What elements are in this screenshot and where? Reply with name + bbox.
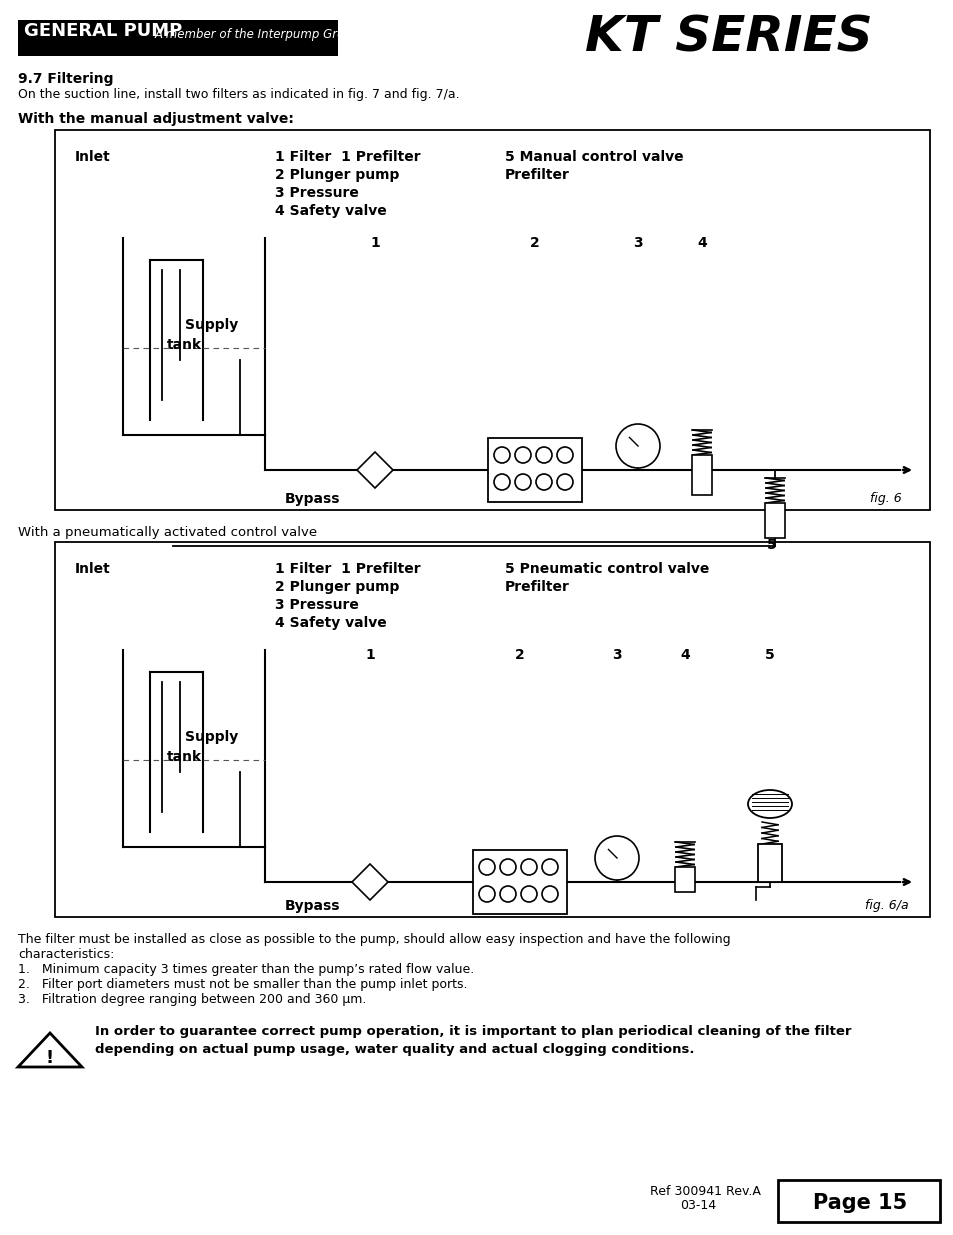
- Text: Bypass: Bypass: [285, 899, 340, 913]
- Text: GENERAL PUMP: GENERAL PUMP: [24, 22, 182, 40]
- Polygon shape: [356, 452, 393, 488]
- Text: 1 Filter  1 Prefilter: 1 Filter 1 Prefilter: [274, 149, 420, 164]
- Text: !: !: [46, 1049, 54, 1067]
- Circle shape: [536, 474, 552, 490]
- Text: The filter must be installed as close as possible to the pump, should allow easy: The filter must be installed as close as…: [18, 932, 730, 946]
- Text: Inlet: Inlet: [75, 149, 111, 164]
- Text: Supply: Supply: [185, 317, 238, 332]
- Text: 1: 1: [365, 648, 375, 662]
- Circle shape: [494, 447, 510, 463]
- Text: Inlet: Inlet: [75, 562, 111, 576]
- Polygon shape: [18, 1032, 82, 1067]
- Text: 5: 5: [764, 648, 774, 662]
- Text: fig. 6: fig. 6: [869, 492, 901, 505]
- Text: 3: 3: [633, 236, 642, 249]
- Text: 4: 4: [679, 648, 689, 662]
- Circle shape: [557, 447, 573, 463]
- Text: Page 15: Page 15: [812, 1193, 906, 1213]
- Text: 1: 1: [370, 236, 379, 249]
- Circle shape: [494, 474, 510, 490]
- Text: 3 Pressure: 3 Pressure: [274, 186, 358, 200]
- Bar: [55, 542, 929, 918]
- Text: 2.   Filter port diameters must not be smaller than the pump inlet ports.: 2. Filter port diameters must not be sma…: [18, 978, 467, 990]
- Text: Prefilter: Prefilter: [504, 580, 569, 594]
- Text: characteristics:: characteristics:: [18, 948, 114, 961]
- Circle shape: [478, 860, 495, 876]
- Text: 03-14: 03-14: [679, 1199, 716, 1212]
- Text: 2: 2: [515, 648, 524, 662]
- Text: Bypass: Bypass: [285, 492, 340, 506]
- Bar: [488, 438, 581, 501]
- Bar: [55, 130, 929, 510]
- Bar: [691, 454, 711, 495]
- Bar: [675, 867, 695, 892]
- Bar: [18, 20, 337, 56]
- Text: With the manual adjustment valve:: With the manual adjustment valve:: [18, 112, 294, 126]
- Circle shape: [595, 836, 639, 881]
- Text: 3 Pressure: 3 Pressure: [274, 598, 358, 613]
- Bar: [758, 844, 781, 882]
- Text: tank: tank: [167, 750, 202, 764]
- Circle shape: [541, 885, 558, 902]
- Circle shape: [557, 474, 573, 490]
- Text: 4: 4: [697, 236, 706, 249]
- Text: tank: tank: [167, 338, 202, 352]
- Text: 9.7 Filtering: 9.7 Filtering: [18, 72, 113, 86]
- Circle shape: [515, 447, 531, 463]
- Text: A member of the Interpump Group: A member of the Interpump Group: [154, 28, 360, 41]
- Circle shape: [515, 474, 531, 490]
- Circle shape: [536, 447, 552, 463]
- Text: Ref 300941 Rev.A: Ref 300941 Rev.A: [649, 1186, 760, 1198]
- Text: 1 Filter  1 Prefilter: 1 Filter 1 Prefilter: [274, 562, 420, 576]
- Text: depending on actual pump usage, water quality and actual clogging conditions.: depending on actual pump usage, water qu…: [95, 1044, 694, 1056]
- Text: KT SERIES: KT SERIES: [584, 14, 872, 62]
- Circle shape: [616, 424, 659, 468]
- Text: 1.   Minimum capacity 3 times greater than the pump’s rated flow value.: 1. Minimum capacity 3 times greater than…: [18, 963, 474, 976]
- Text: On the suction line, install two filters as indicated in fig. 7 and fig. 7/a.: On the suction line, install two filters…: [18, 88, 459, 101]
- Text: 3: 3: [612, 648, 621, 662]
- Text: 2: 2: [530, 236, 539, 249]
- Circle shape: [541, 860, 558, 876]
- Text: 5 Pneumatic control valve: 5 Pneumatic control valve: [504, 562, 709, 576]
- Text: 5 Manual control valve: 5 Manual control valve: [504, 149, 683, 164]
- Text: 2 Plunger pump: 2 Plunger pump: [274, 580, 399, 594]
- Circle shape: [478, 885, 495, 902]
- Bar: [778, 1179, 939, 1221]
- Text: In order to guarantee correct pump operation, it is important to plan periodical: In order to guarantee correct pump opera…: [95, 1025, 851, 1037]
- Text: fig. 6/a: fig. 6/a: [864, 899, 907, 911]
- Text: 2 Plunger pump: 2 Plunger pump: [274, 168, 399, 182]
- Text: 4 Safety valve: 4 Safety valve: [274, 616, 386, 630]
- Circle shape: [499, 860, 516, 876]
- Bar: [764, 503, 784, 538]
- Text: Prefilter: Prefilter: [504, 168, 569, 182]
- Circle shape: [520, 860, 537, 876]
- Text: Supply: Supply: [185, 730, 238, 743]
- Text: With a pneumatically activated control valve: With a pneumatically activated control v…: [18, 526, 316, 538]
- Circle shape: [499, 885, 516, 902]
- Circle shape: [520, 885, 537, 902]
- Ellipse shape: [747, 790, 791, 818]
- Text: 3.   Filtration degree ranging between 200 and 360 μm.: 3. Filtration degree ranging between 200…: [18, 993, 366, 1007]
- Bar: [473, 850, 566, 914]
- Text: 5: 5: [766, 538, 776, 552]
- Polygon shape: [352, 864, 388, 900]
- Text: 4 Safety valve: 4 Safety valve: [274, 204, 386, 219]
